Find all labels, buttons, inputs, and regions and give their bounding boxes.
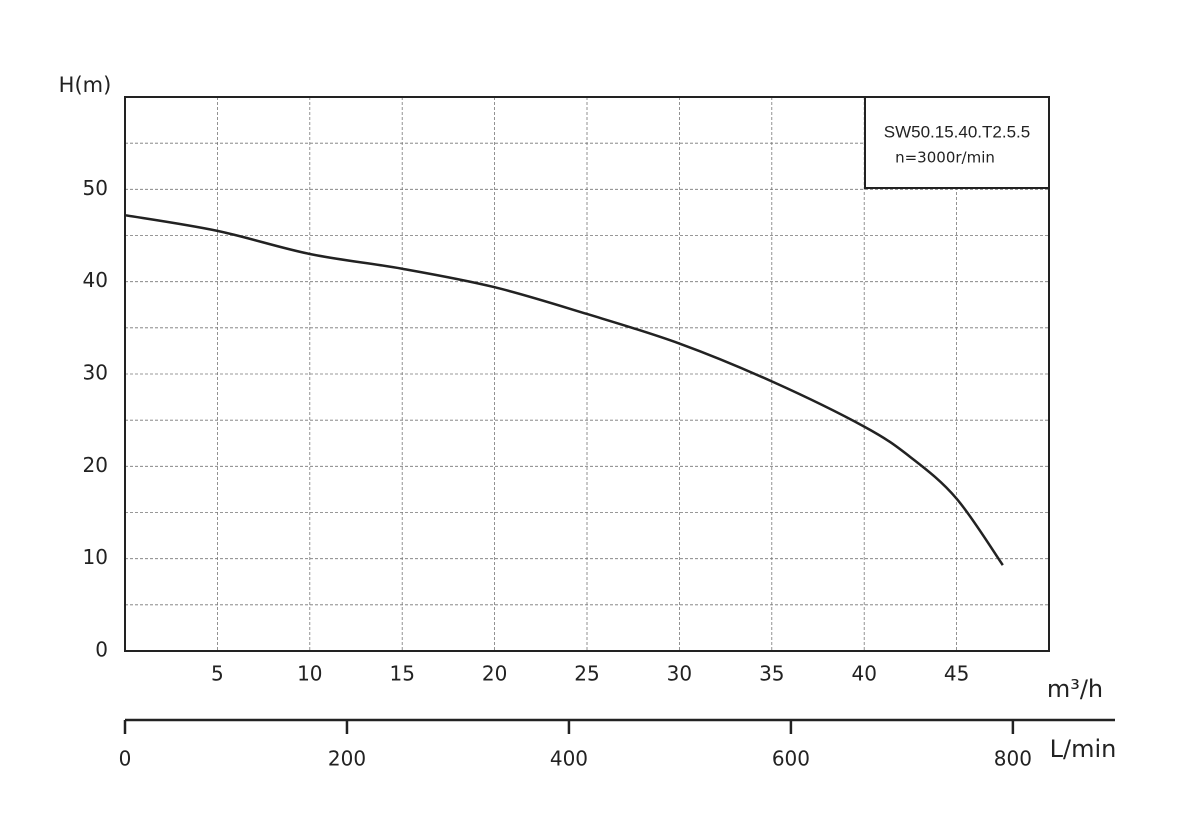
x2-axis-label: L/min xyxy=(1050,735,1117,763)
plot-frame xyxy=(124,96,1050,652)
y-tick-label: 50 xyxy=(83,176,108,200)
x2-tick-label: 800 xyxy=(994,747,1032,771)
y-tick-label: 10 xyxy=(83,545,108,569)
x2-tick-label: 200 xyxy=(328,747,366,771)
y-tick-label: 30 xyxy=(83,361,108,385)
x-tick-label: 10 xyxy=(297,662,322,686)
x-tick-label: 40 xyxy=(851,662,876,686)
x-tick-label: 5 xyxy=(211,662,224,686)
x2-tick-label: 0 xyxy=(119,747,132,771)
y-tick-label: 40 xyxy=(83,268,108,292)
curve xyxy=(124,213,1004,566)
legend-title: SW50.15.40.T2.5.5 xyxy=(884,122,1030,141)
x-tick-label: 30 xyxy=(667,662,692,686)
x-tick-label: 15 xyxy=(389,662,414,686)
x-tick-label: 35 xyxy=(759,662,784,686)
x2-tick-label: 600 xyxy=(772,747,810,771)
x-tick-label: 45 xyxy=(944,662,969,686)
y-tick-label: 20 xyxy=(83,453,108,477)
x-tick-label: 25 xyxy=(574,662,599,686)
legend-subtitle: n=3000r/min xyxy=(895,149,995,167)
y-axis-label: H(m) xyxy=(59,73,112,97)
x-axis-label: m³/h xyxy=(1047,675,1103,703)
legend-box xyxy=(864,96,1050,189)
y-tick-label: 0 xyxy=(95,638,108,662)
x-tick-label: 20 xyxy=(482,662,507,686)
x2-tick-label: 400 xyxy=(550,747,588,771)
